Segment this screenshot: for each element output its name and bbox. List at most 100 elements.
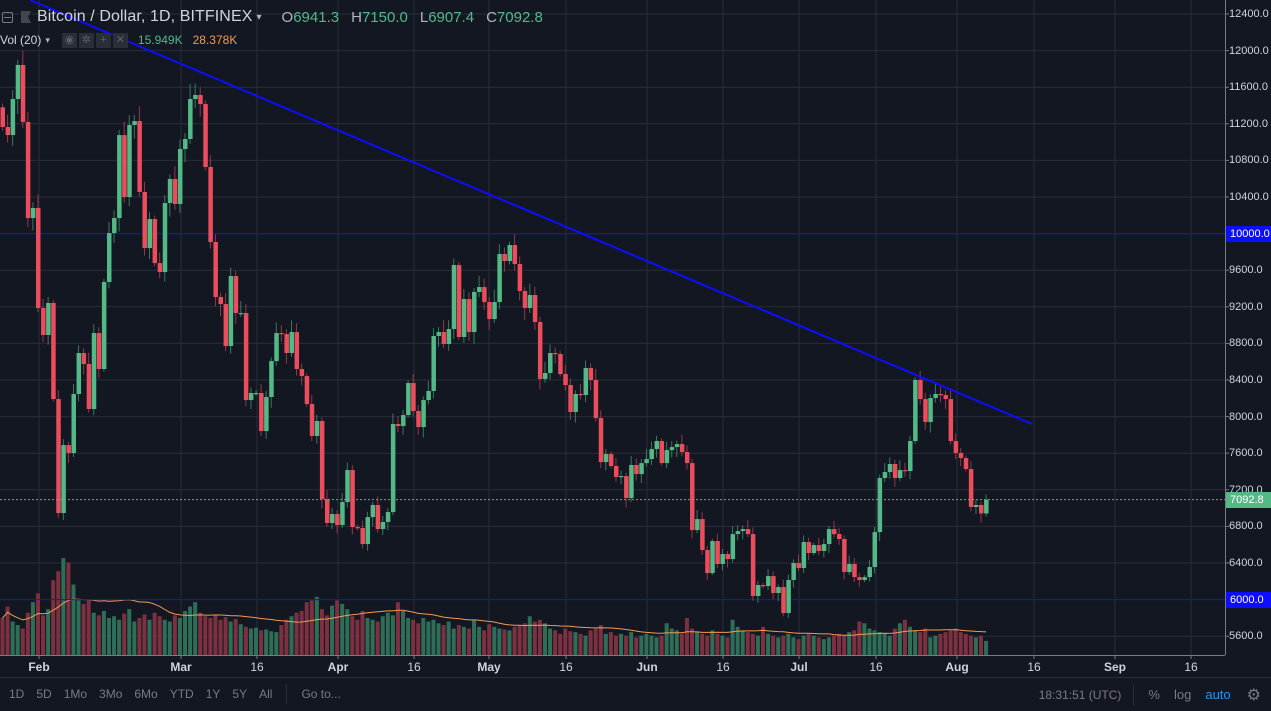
candle-body	[193, 94, 198, 100]
candle-body	[259, 392, 264, 432]
go-to-date-button[interactable]: Go to...	[301, 687, 341, 701]
price-chart-canvas[interactable]	[0, 0, 1271, 677]
candle-body	[183, 138, 188, 150]
volume-bar	[248, 628, 253, 655]
candle-body	[958, 453, 964, 459]
utc-clock[interactable]: 18:31:51 (UTC)	[1038, 687, 1122, 702]
volume-bar	[482, 630, 487, 655]
candle-body	[923, 399, 928, 422]
time-label: Mar	[170, 660, 192, 674]
candle-body	[264, 397, 269, 432]
volume-bar	[644, 633, 649, 655]
candle-body	[740, 529, 746, 532]
candle-body	[177, 149, 183, 205]
candle-body	[117, 135, 122, 219]
close-icon[interactable]: ✕	[112, 32, 128, 48]
volume-bar	[401, 610, 406, 655]
volume-bar	[598, 625, 603, 655]
percent-scale-toggle[interactable]: %	[1148, 687, 1160, 702]
volume-bar	[720, 635, 725, 655]
volume-bar	[274, 632, 279, 655]
candle-body	[304, 376, 310, 405]
candle-body	[20, 64, 26, 122]
candle-body	[624, 476, 629, 499]
volume-bar	[902, 619, 907, 655]
volume-bar	[517, 625, 522, 655]
volume-bar	[933, 635, 938, 655]
volume-legend: Vol (20) ▾ ◉ ✲ + ✕ 15.949K 28.378K	[0, 32, 237, 48]
volume-bar	[816, 637, 821, 655]
volume-bar	[223, 617, 228, 655]
chart-background	[0, 0, 1271, 677]
candle-body	[370, 504, 376, 518]
volume-bar	[497, 628, 502, 655]
gear-icon[interactable]: ⚙	[1246, 686, 1261, 704]
range-ytd-button[interactable]: YTD	[169, 687, 194, 701]
range-1d-button[interactable]: 1D	[9, 687, 25, 701]
volume-bar	[314, 596, 319, 655]
chevron-down-icon[interactable]: ▾	[256, 11, 262, 23]
range-all-button[interactable]: All	[259, 687, 273, 701]
candle-body	[274, 333, 279, 362]
candle-body	[735, 531, 741, 535]
visibility-icon[interactable]: ◉	[61, 32, 77, 48]
volume-indicator-label[interactable]: Vol (20)	[0, 33, 42, 47]
price-label: 11600.0	[1229, 81, 1268, 94]
range-1y-button[interactable]: 1Y	[205, 687, 221, 701]
candle-body	[46, 302, 51, 335]
candle-body	[299, 369, 305, 377]
volume-bar	[172, 615, 177, 655]
volume-bar	[51, 580, 56, 655]
candle-body	[416, 411, 421, 428]
auto-scale-toggle[interactable]: auto	[1205, 687, 1231, 702]
volume-bar	[299, 610, 304, 655]
candle-body	[431, 335, 436, 391]
volume-bar	[639, 635, 644, 655]
time-label: 16	[559, 660, 573, 674]
volume-bar	[162, 619, 167, 655]
candle-body	[984, 499, 989, 514]
plus-icon[interactable]: +	[95, 32, 111, 48]
volume-bar	[963, 633, 968, 655]
range-6mo-button[interactable]: 6Mo	[134, 687, 158, 701]
candle-body	[162, 203, 168, 273]
candle-body	[512, 245, 518, 264]
candle-body	[335, 514, 340, 526]
volume-bar	[426, 621, 431, 655]
collapse-legend-icon[interactable]	[2, 11, 13, 23]
volume-bar	[715, 633, 720, 655]
range-3mo-button[interactable]: 3Mo	[99, 687, 123, 701]
candle-body	[968, 469, 974, 508]
volume-bar	[101, 610, 106, 655]
range-1mo-button[interactable]: 1Mo	[63, 687, 88, 701]
candle-body	[892, 463, 898, 478]
candle-body	[188, 99, 193, 139]
chevron-down-icon[interactable]: ▾	[45, 34, 50, 45]
candle-body	[867, 567, 872, 578]
candle-body	[619, 476, 624, 478]
symbol-title[interactable]: Bitcoin / Dollar, 1D, BITFINEX	[37, 8, 253, 25]
volume-bar	[76, 600, 81, 655]
settings-icon[interactable]: ✲	[78, 32, 94, 48]
candle-body	[238, 313, 244, 315]
volume-bar	[360, 610, 365, 655]
time-label: 16	[716, 660, 730, 674]
volume-bar	[669, 628, 674, 655]
volume-bar	[664, 623, 669, 655]
candle-body	[664, 450, 670, 464]
candle-body	[542, 373, 548, 379]
volume-bar	[492, 626, 497, 655]
candle-body	[314, 420, 320, 436]
candle-body	[613, 466, 619, 477]
volume-bar	[411, 619, 416, 655]
time-label: Aug	[945, 660, 969, 674]
range-5d-button[interactable]: 5D	[36, 687, 52, 701]
log-scale-toggle[interactable]: log	[1173, 687, 1192, 702]
volume-bar	[674, 630, 679, 655]
volume-bar	[350, 616, 355, 655]
candle-body	[395, 424, 401, 427]
candle-body	[218, 297, 224, 305]
candle-body	[309, 404, 315, 436]
range-5y-button[interactable]: 5Y	[232, 687, 248, 701]
candle-body	[213, 242, 218, 298]
